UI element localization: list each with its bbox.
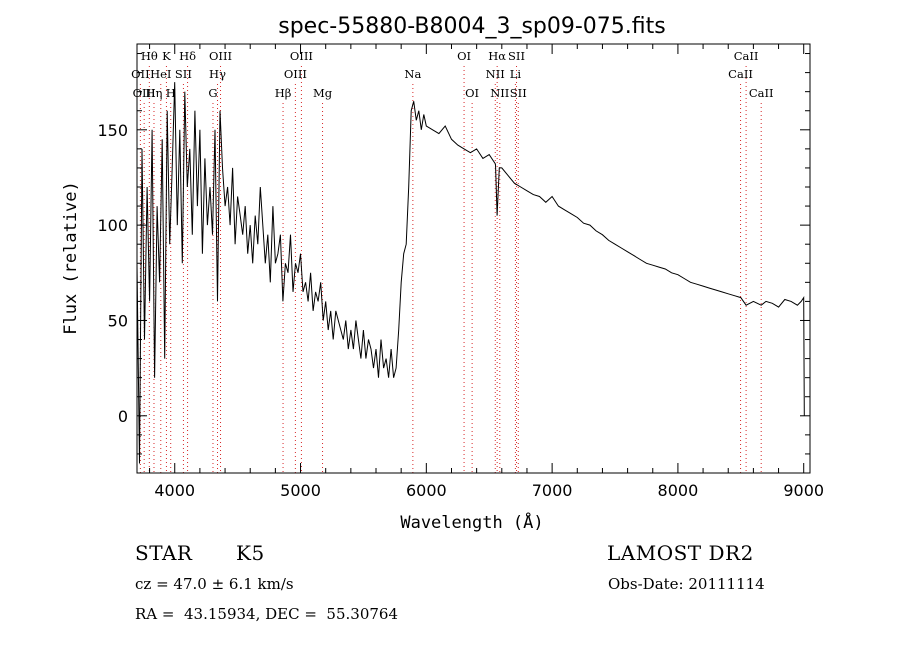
- coordinates: RA = 43.15934, DEC = 55.30764: [135, 605, 399, 623]
- line-marker-label: SII: [510, 86, 527, 100]
- line-marker-label: CaII: [749, 86, 774, 100]
- survey-name: LAMOST DR2: [607, 541, 754, 565]
- y-tick-label: 50: [108, 311, 128, 330]
- x-tick-label: 4000: [154, 481, 195, 500]
- x-tick-label: 7000: [532, 481, 573, 500]
- line-marker-label: Hθ: [141, 49, 158, 63]
- x-axis: 4000 5000 6000 7000 8000 9000: [149, 44, 824, 500]
- line-marker-label: OIII: [284, 67, 307, 81]
- line-marker-label: OI: [457, 49, 471, 63]
- line-marker-label: OIII: [133, 86, 156, 100]
- x-tick-label: 9000: [783, 481, 824, 500]
- y-tick-label: 0: [118, 407, 128, 426]
- x-tick-label: 5000: [280, 481, 321, 500]
- line-marker-label: SII: [175, 67, 192, 81]
- line-marker-label: NII: [486, 67, 505, 81]
- x-axis-label: Wavelength (Å): [400, 511, 543, 533]
- line-marker-label: NII: [490, 86, 509, 100]
- y-axis-label: Flux (relative): [61, 181, 81, 335]
- line-marker-label: Hβ: [275, 86, 292, 100]
- line-marker-label: K: [162, 49, 171, 63]
- x-tick-label: 8000: [658, 481, 699, 500]
- object-subclass: K5: [236, 541, 265, 565]
- line-marker-label: Li: [510, 67, 522, 81]
- line-marker-label: OIII: [209, 49, 232, 63]
- line-marker-label: Hδ: [179, 49, 196, 63]
- line-marker-label: OIII: [290, 49, 313, 63]
- line-marker-label: Hη: [146, 86, 163, 100]
- x-tick-label: 6000: [406, 481, 447, 500]
- y-axis: 0 50 100 150: [97, 53, 810, 474]
- y-tick-label: 100: [97, 216, 128, 235]
- line-marker-label: G: [208, 86, 217, 100]
- line-marker-label: Hα: [488, 49, 506, 63]
- line-marker-label: CaII: [734, 49, 759, 63]
- redshift-velocity: cz = 47.0 ± 6.1 km/s: [135, 575, 294, 593]
- line-marker-label: CaII: [728, 67, 753, 81]
- line-marker-label: H: [166, 86, 176, 100]
- chart-title: spec-55880-B8004_3_sp09-075.fits: [278, 14, 666, 39]
- line-marker-label: OI: [465, 86, 479, 100]
- spectrum-line: [136, 82, 805, 464]
- line-marker-label: Hγ: [209, 67, 226, 81]
- line-marker-label: SII: [508, 49, 525, 63]
- plot-frame: [136, 43, 811, 474]
- line-marker-label: HeI: [150, 67, 171, 81]
- y-tick-label: 150: [97, 121, 128, 140]
- line-marker-label: OII: [131, 67, 150, 81]
- observation-date: Obs-Date: 20111114: [608, 575, 765, 593]
- object-type: STAR: [135, 541, 193, 565]
- line-marker-label: Mg: [313, 86, 333, 100]
- line-marker-label: Na: [404, 67, 421, 81]
